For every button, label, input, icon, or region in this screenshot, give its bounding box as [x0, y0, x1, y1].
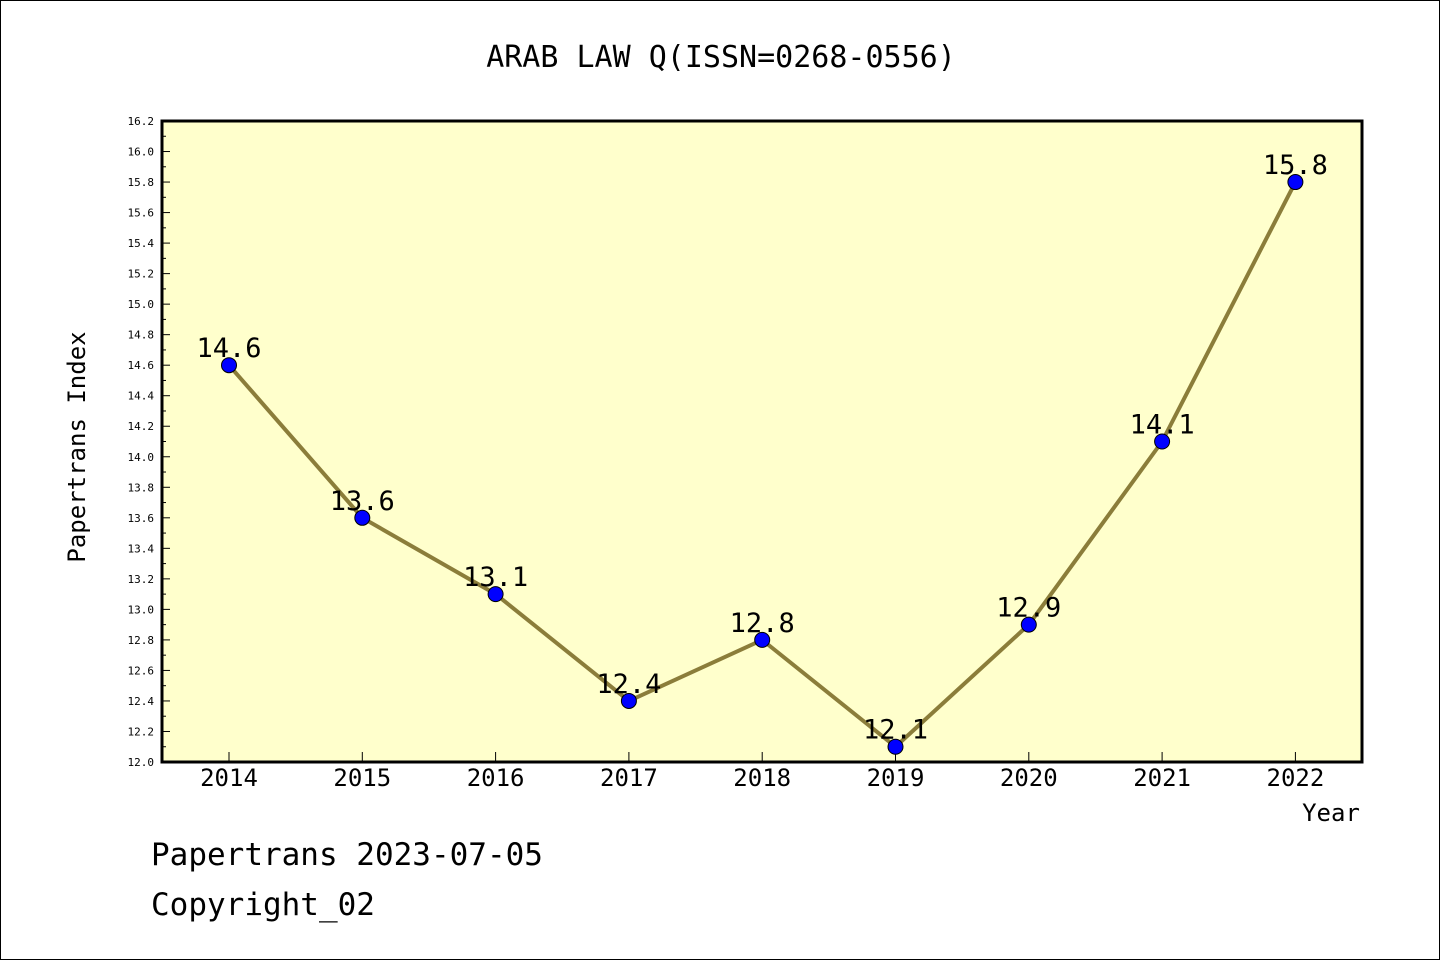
x-axis-label: Year [1302, 799, 1360, 827]
y-tick-label: 12.4 [128, 695, 155, 708]
x-tick-label: 2017 [600, 764, 658, 792]
data-label: 12.4 [596, 669, 661, 700]
data-label: 12.1 [863, 715, 928, 746]
y-tick-label: 15.6 [128, 207, 155, 220]
y-tick-label: 13.2 [128, 573, 155, 586]
y-tick-label: 16.2 [128, 115, 155, 128]
data-point [487, 586, 504, 603]
y-tick-label: 15.4 [128, 237, 155, 250]
data-point [754, 631, 771, 648]
y-tick-label: 15.2 [128, 268, 155, 281]
x-tick-label: 2015 [333, 764, 391, 792]
chart-title: ARAB LAW Q(ISSN=0268-0556) [486, 40, 956, 75]
data-label: 12.8 [730, 608, 795, 639]
y-tick-label: 13.8 [128, 481, 155, 494]
plot-area [160, 119, 1364, 764]
data-point [221, 357, 237, 374]
y-tick-label: 12.0 [128, 756, 155, 769]
y-tick-label: 12.6 [128, 664, 155, 677]
data-label: 14.6 [196, 333, 261, 364]
y-axis-label: Papertrans Index [63, 331, 91, 562]
data-label: 12.9 [996, 593, 1061, 624]
x-tick-label: 2018 [733, 764, 791, 792]
y-tick-label: 13.0 [128, 603, 155, 616]
x-tick-label: 2019 [867, 764, 925, 792]
data-label: 13.1 [463, 562, 528, 593]
footer-date: Papertrans 2023-07-05 [151, 837, 543, 873]
data-point [1154, 433, 1171, 450]
x-tick-label: 2022 [1267, 764, 1325, 792]
data-point [620, 692, 637, 709]
data-point [1020, 616, 1037, 633]
x-tick-label: 2020 [1000, 764, 1058, 792]
y-tick-label: 15.8 [128, 176, 155, 189]
data-label: 15.8 [1263, 150, 1328, 181]
y-tick-label: 15.0 [128, 298, 155, 311]
y-tick-label: 14.4 [128, 390, 155, 403]
footer-copyright: Copyright_02 [151, 887, 375, 923]
y-tick-label: 12.2 [128, 725, 155, 738]
data-label: 14.1 [1130, 410, 1195, 441]
x-axis-ticks: 2014 2015 2016 2017 2018 2019 2020 2021 2022 [200, 752, 1324, 792]
data-label-group: 14.6 13.6 13.1 12.4 12.8 12.1 12.9 14.1 15.8 [196, 150, 1327, 746]
x-tick-label: 2016 [467, 764, 525, 792]
x-tick-label: 2014 [200, 764, 258, 792]
y-tick-label: 12.8 [128, 634, 155, 647]
y-tick-label: 14.6 [128, 359, 155, 372]
data-point [354, 509, 371, 526]
y-tick-label: 14.0 [128, 451, 155, 464]
data-point [1287, 174, 1304, 191]
data-point [887, 738, 904, 755]
marker-group [221, 174, 1304, 755]
x-tick-label: 2021 [1133, 764, 1191, 792]
y-tick-label: 14.8 [128, 329, 155, 342]
y-tick-label: 16.0 [128, 146, 155, 159]
y-tick-label: 13.4 [128, 542, 155, 555]
y-tick-label: 14.2 [128, 420, 155, 433]
y-tick-label: 13.6 [128, 512, 155, 525]
data-label: 13.6 [330, 486, 395, 517]
y-axis-ticks: 12.0 12.2 12.4 12.6 12.8 13.0 13.2 13.4 13.6 13.8… [128, 115, 170, 769]
